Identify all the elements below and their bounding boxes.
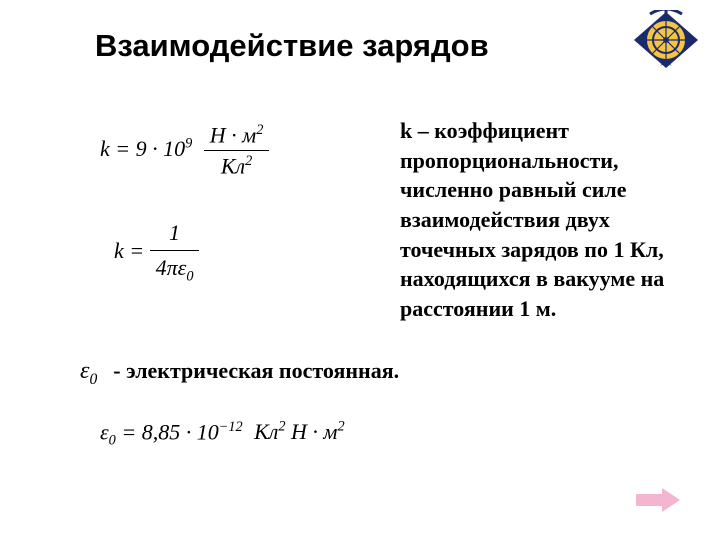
eq1-coef: 9 bbox=[136, 136, 147, 161]
ten: 10 bbox=[163, 136, 185, 161]
content-row: k = 9 · 109 Н · м2 Кл2 k = 1 4πε0 bbox=[40, 116, 680, 324]
eq1-exp: 9 bbox=[185, 136, 192, 152]
eps0-symbol: ε0 bbox=[80, 358, 103, 384]
equals-sign: = bbox=[121, 419, 141, 444]
eq1-num-exp: 2 bbox=[256, 122, 263, 138]
formula-k-eps: k = 1 4πε0 bbox=[114, 220, 400, 285]
eq1-fraction: Н · м2 Кл2 bbox=[204, 122, 270, 180]
institution-logo bbox=[630, 10, 702, 70]
eq3-exp: −12 bbox=[219, 419, 243, 435]
eq2-lhs: k bbox=[114, 237, 124, 262]
eq3-coef: 8,85 bbox=[142, 419, 181, 444]
slide-title: Взаимодействие зарядов bbox=[95, 28, 680, 64]
eq2-num: 1 bbox=[150, 220, 200, 251]
ten: 10 bbox=[197, 419, 219, 444]
eq3-den: Н · м2 bbox=[291, 419, 345, 444]
eq1-lhs: k bbox=[100, 136, 110, 161]
cdot: · bbox=[152, 136, 158, 161]
eq3-den-units: Н · м bbox=[291, 419, 337, 444]
eq3-num-units: Кл bbox=[254, 419, 278, 444]
eq1-num: Н · м2 bbox=[204, 122, 270, 151]
eq3-fraction: Кл2 Н · м2 bbox=[254, 419, 344, 444]
epsilon-definition: ε0 - электрическая постоянная. bbox=[80, 358, 680, 389]
pi-symbol: π bbox=[167, 255, 178, 280]
eq2-den: 4πε0 bbox=[150, 251, 200, 285]
eps-sub: 0 bbox=[89, 371, 97, 388]
definition-text: k – коэффициент пропорциональности, числ… bbox=[400, 116, 680, 324]
formulas-column: k = 9 · 109 Н · м2 Кл2 k = 1 4πε0 bbox=[40, 116, 400, 324]
equals-sign: = bbox=[115, 136, 135, 161]
eq2-den-sub: 0 bbox=[186, 268, 193, 284]
eq1-den-units: Кл bbox=[221, 154, 245, 179]
eq2-den-coef: 4 bbox=[156, 255, 167, 280]
eq3-den-exp: 2 bbox=[337, 419, 344, 435]
eq1-den: Кл2 bbox=[204, 151, 270, 179]
eq1-num-units: Н · м bbox=[210, 122, 256, 147]
eq3-sub: 0 bbox=[109, 432, 116, 448]
formula-k-value: k = 9 · 109 Н · м2 Кл2 bbox=[100, 122, 400, 180]
eq1-den-exp: 2 bbox=[245, 153, 252, 169]
eq3-eps: ε bbox=[100, 419, 109, 444]
next-arrow-icon[interactable] bbox=[636, 488, 680, 512]
eq2-fraction: 1 4πε0 bbox=[150, 220, 200, 285]
formula-eps0-value: ε0 = 8,85 · 10−12 Кл2 Н · м2 bbox=[100, 419, 680, 450]
cdot: · bbox=[186, 419, 192, 444]
eps-text: - электрическая постоянная. bbox=[113, 358, 399, 383]
eq3-num-exp: 2 bbox=[278, 419, 285, 435]
equals-sign: = bbox=[129, 237, 149, 262]
eq3-num: Кл2 bbox=[254, 419, 291, 444]
